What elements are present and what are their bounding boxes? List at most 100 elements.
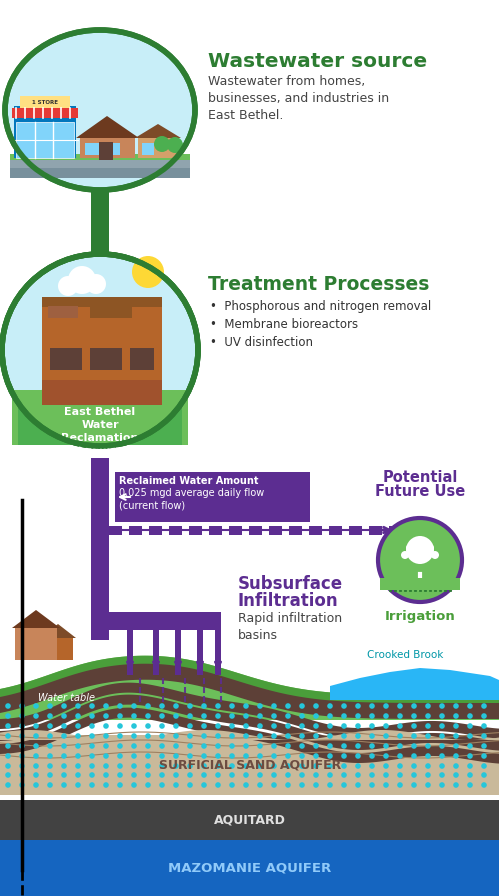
- Polygon shape: [12, 610, 60, 628]
- FancyBboxPatch shape: [130, 348, 154, 370]
- Circle shape: [341, 733, 347, 739]
- Circle shape: [299, 723, 305, 728]
- Text: businesses, and industries in: businesses, and industries in: [208, 92, 389, 105]
- Circle shape: [215, 743, 221, 749]
- FancyBboxPatch shape: [269, 525, 282, 535]
- Circle shape: [467, 723, 473, 728]
- Circle shape: [215, 703, 221, 709]
- Circle shape: [89, 754, 95, 759]
- Circle shape: [299, 763, 305, 769]
- Circle shape: [467, 754, 473, 759]
- Circle shape: [425, 772, 431, 778]
- Circle shape: [411, 763, 417, 769]
- Circle shape: [271, 723, 277, 728]
- Text: AQUITARD: AQUITARD: [214, 814, 286, 826]
- Circle shape: [467, 743, 473, 749]
- Circle shape: [439, 723, 445, 728]
- Circle shape: [145, 723, 151, 728]
- Circle shape: [33, 754, 39, 759]
- Circle shape: [131, 782, 137, 788]
- Circle shape: [47, 733, 53, 739]
- Polygon shape: [0, 694, 499, 751]
- Polygon shape: [330, 668, 499, 700]
- Circle shape: [439, 733, 445, 739]
- Ellipse shape: [5, 30, 195, 190]
- Circle shape: [397, 782, 403, 788]
- Circle shape: [33, 733, 39, 739]
- Circle shape: [132, 256, 164, 288]
- Circle shape: [159, 772, 165, 778]
- Circle shape: [201, 713, 207, 719]
- FancyBboxPatch shape: [91, 200, 109, 290]
- Circle shape: [201, 703, 207, 709]
- Circle shape: [173, 754, 179, 759]
- FancyBboxPatch shape: [91, 180, 109, 200]
- Circle shape: [19, 703, 25, 709]
- Circle shape: [467, 772, 473, 778]
- Circle shape: [243, 754, 249, 759]
- Circle shape: [103, 772, 109, 778]
- FancyBboxPatch shape: [43, 638, 73, 660]
- Circle shape: [369, 743, 375, 749]
- Circle shape: [313, 723, 319, 728]
- Circle shape: [61, 754, 67, 759]
- Circle shape: [481, 782, 487, 788]
- Circle shape: [243, 743, 249, 749]
- Circle shape: [61, 703, 67, 709]
- Polygon shape: [0, 708, 499, 763]
- Circle shape: [271, 754, 277, 759]
- Circle shape: [425, 723, 431, 728]
- Circle shape: [431, 551, 439, 559]
- Circle shape: [159, 703, 165, 709]
- Circle shape: [453, 782, 459, 788]
- Circle shape: [411, 703, 417, 709]
- Circle shape: [411, 743, 417, 749]
- FancyBboxPatch shape: [16, 122, 74, 158]
- Circle shape: [369, 733, 375, 739]
- Circle shape: [271, 782, 277, 788]
- FancyBboxPatch shape: [91, 612, 221, 630]
- Circle shape: [453, 772, 459, 778]
- Circle shape: [89, 782, 95, 788]
- Circle shape: [355, 782, 361, 788]
- Circle shape: [131, 733, 137, 739]
- Circle shape: [19, 733, 25, 739]
- Circle shape: [355, 763, 361, 769]
- Circle shape: [397, 763, 403, 769]
- Polygon shape: [0, 656, 499, 720]
- Circle shape: [383, 763, 389, 769]
- FancyBboxPatch shape: [169, 525, 182, 535]
- FancyBboxPatch shape: [42, 297, 162, 307]
- Circle shape: [285, 782, 291, 788]
- Circle shape: [411, 723, 417, 728]
- FancyBboxPatch shape: [91, 540, 109, 640]
- FancyBboxPatch shape: [90, 300, 132, 318]
- Circle shape: [467, 763, 473, 769]
- FancyBboxPatch shape: [85, 143, 99, 155]
- Circle shape: [369, 772, 375, 778]
- Circle shape: [5, 754, 11, 759]
- Circle shape: [439, 703, 445, 709]
- Circle shape: [103, 782, 109, 788]
- Polygon shape: [135, 124, 181, 138]
- Circle shape: [145, 772, 151, 778]
- Circle shape: [285, 733, 291, 739]
- FancyBboxPatch shape: [289, 525, 302, 535]
- Circle shape: [257, 772, 263, 778]
- Circle shape: [117, 743, 123, 749]
- Circle shape: [299, 782, 305, 788]
- Circle shape: [187, 733, 193, 739]
- Circle shape: [313, 754, 319, 759]
- Circle shape: [61, 782, 67, 788]
- FancyBboxPatch shape: [149, 525, 162, 535]
- Circle shape: [313, 763, 319, 769]
- Circle shape: [299, 754, 305, 759]
- Circle shape: [285, 703, 291, 709]
- Circle shape: [89, 763, 95, 769]
- FancyBboxPatch shape: [42, 380, 162, 405]
- Circle shape: [327, 723, 333, 728]
- Circle shape: [378, 518, 462, 602]
- FancyBboxPatch shape: [197, 612, 203, 675]
- Circle shape: [19, 723, 25, 728]
- Circle shape: [341, 723, 347, 728]
